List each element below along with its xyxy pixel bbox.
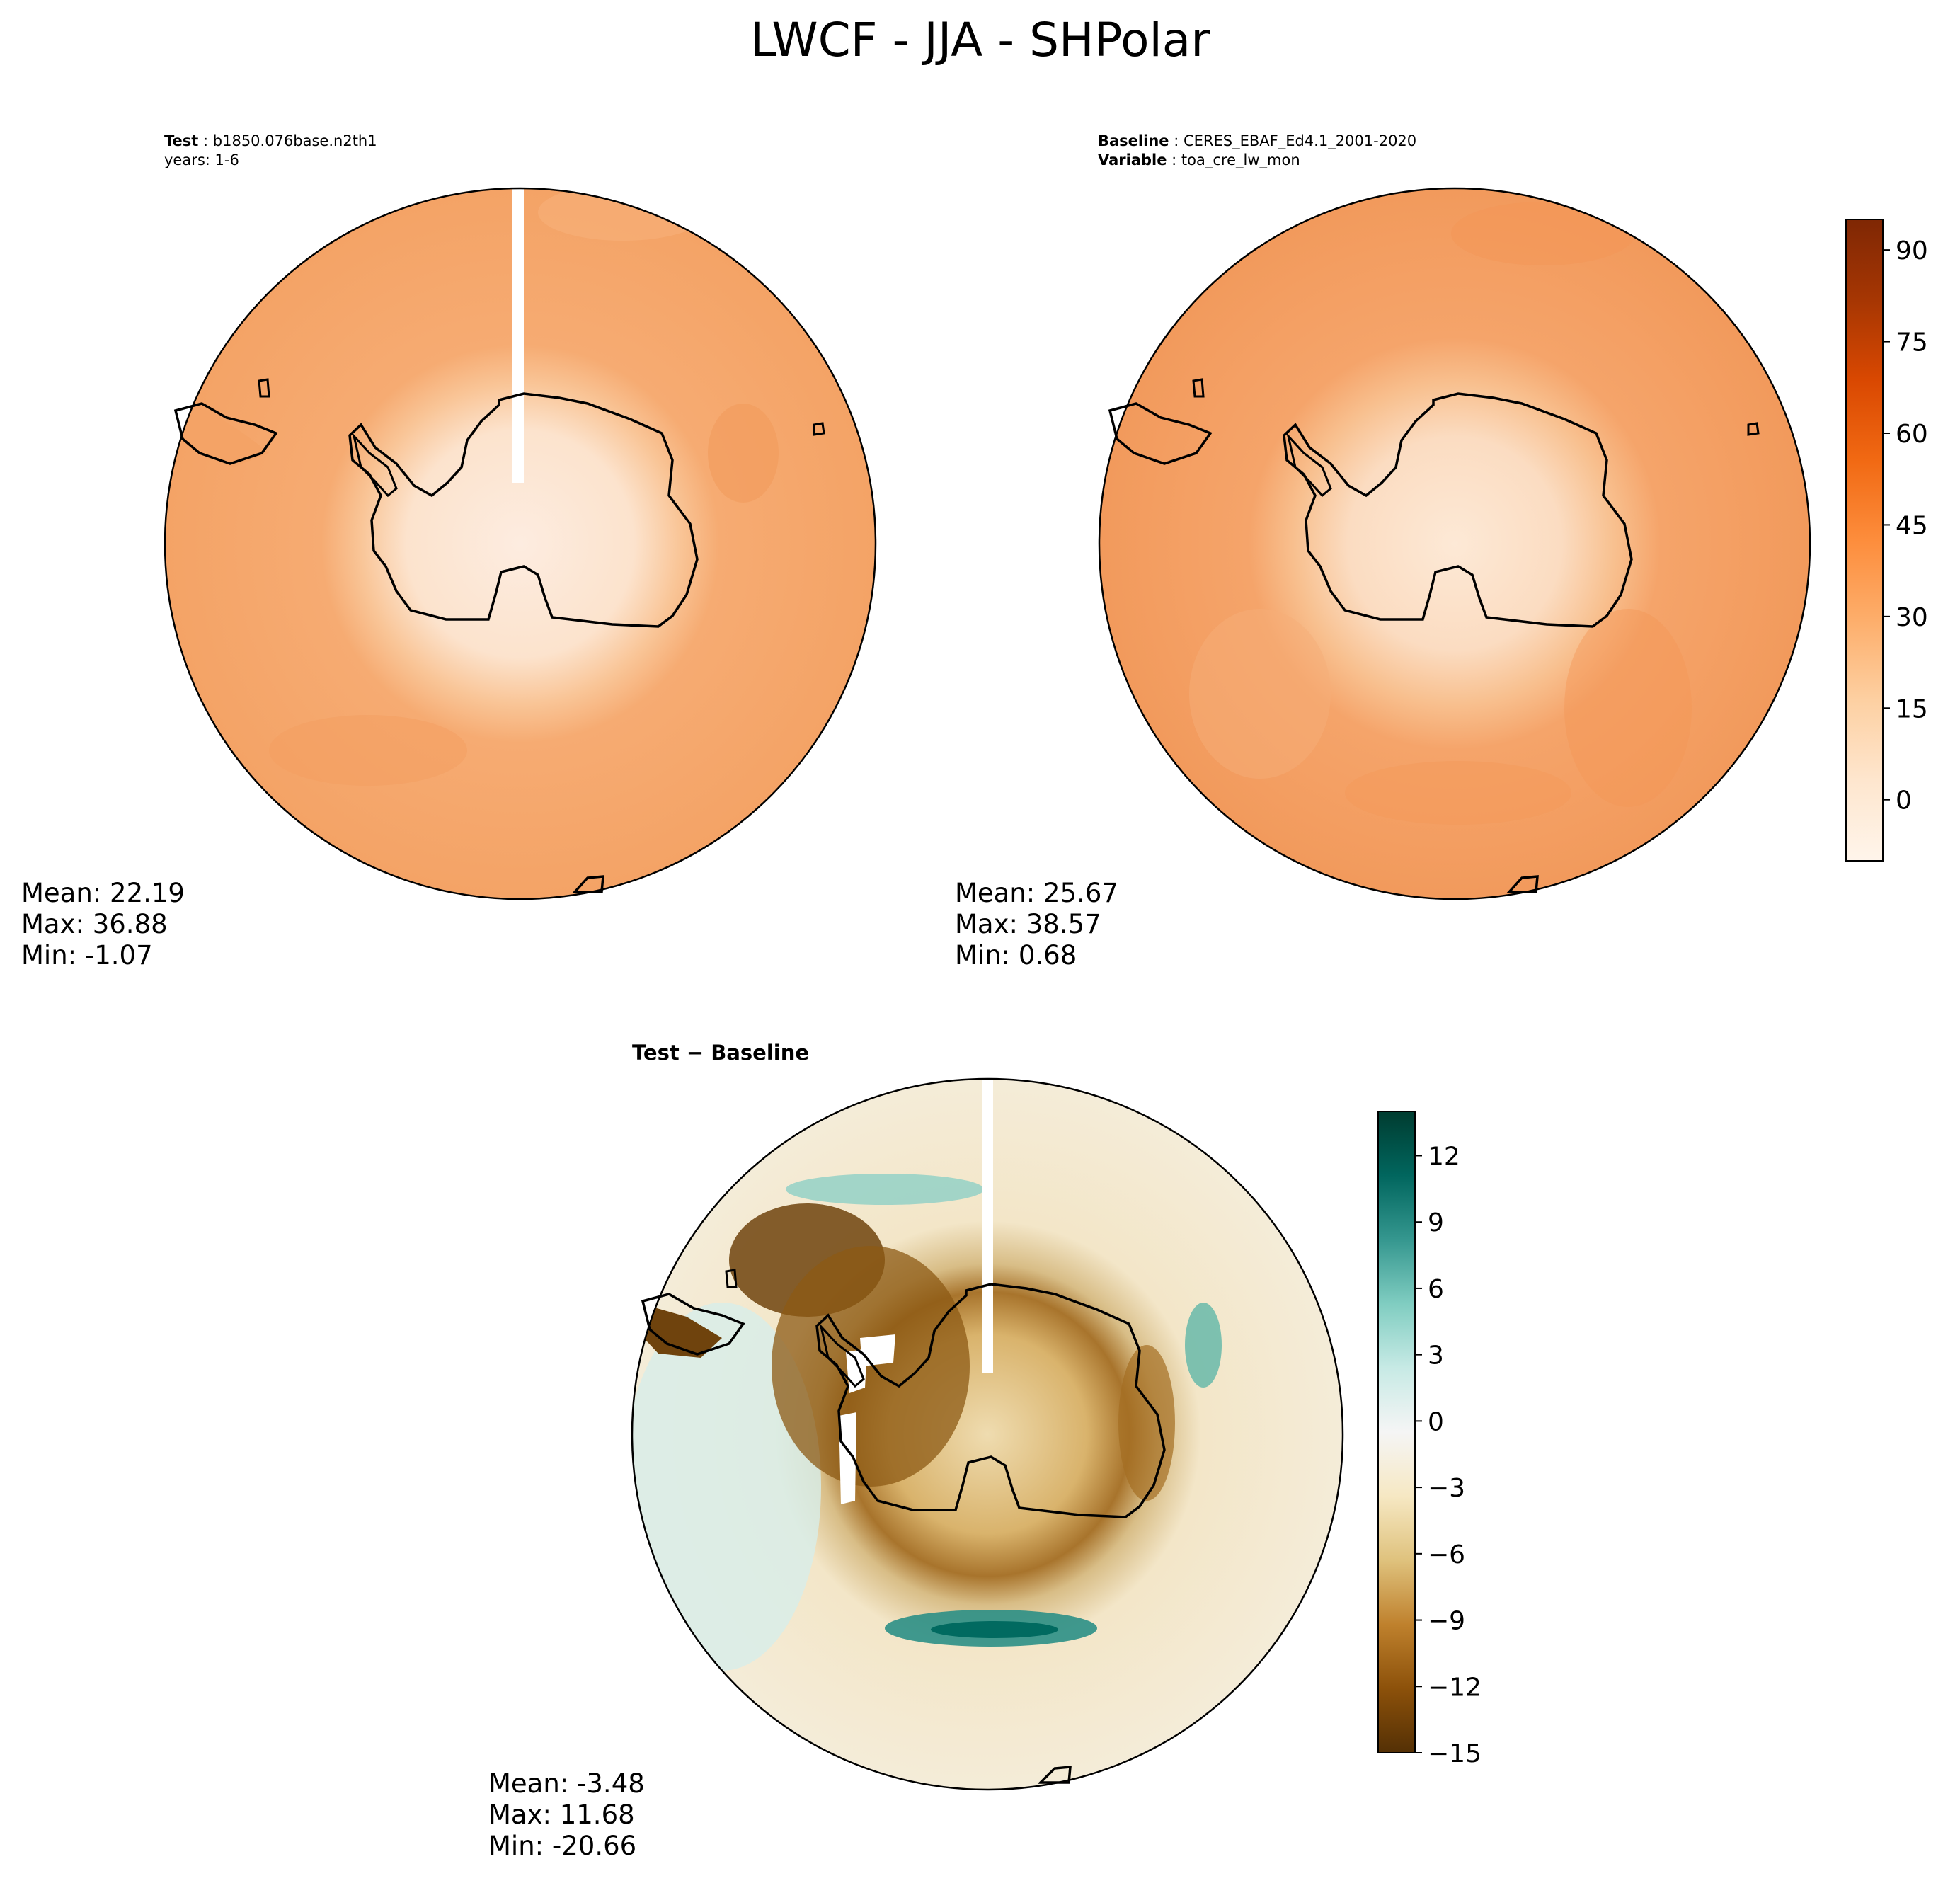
abs-colorbar-bar <box>1845 219 1884 862</box>
diff-colorbar-tick-label: 9 <box>1428 1208 1444 1237</box>
abs-colorbar-tick-label: 75 <box>1896 328 1928 357</box>
diff-colorbar-tick-label: −3 <box>1428 1474 1465 1503</box>
test-header-years: years: 1-6 <box>164 151 239 168</box>
diff-colorbar-tick-label: 0 <box>1428 1407 1444 1436</box>
diff-stats-mean: Mean: -3.48 <box>488 1768 645 1799</box>
abs-colorbar-tick-label: 90 <box>1896 236 1928 265</box>
test-map-peninsula <box>352 432 398 498</box>
abs-colorbar-tick-label: 0 <box>1896 786 1912 816</box>
test-map <box>164 187 877 900</box>
baseline-header-variable-label: Variable <box>1098 151 1167 168</box>
diff-map-south-america <box>641 1293 745 1356</box>
diff-title: Test − Baseline <box>632 1041 810 1065</box>
baseline-header-value: CERES_EBAF_Ed4.1_2001-2020 <box>1183 132 1417 149</box>
diff-map <box>631 1077 1344 1791</box>
baseline-header-label: Baseline <box>1098 132 1169 149</box>
diff-stats: Mean: -3.48 Max: 11.68 Min: -20.66 <box>488 1768 645 1862</box>
test-map-coastline <box>348 392 699 628</box>
test-map-island-2 <box>813 422 825 436</box>
abs-colorbar-tick-label: 45 <box>1896 511 1928 540</box>
diff-stats-max: Max: 11.68 <box>488 1800 635 1830</box>
baseline-header: Baseline : CERES_EBAF_Ed4.1_2001-2020 Va… <box>1098 132 1417 168</box>
diff-stats-min: Min: -20.66 <box>488 1831 637 1861</box>
baseline-map-border <box>1098 187 1811 900</box>
baseline-map-coastline <box>1283 392 1633 628</box>
baseline-map-island-2 <box>1747 422 1760 436</box>
test-stats-max: Max: 36.88 <box>21 909 168 939</box>
diff-map-peninsula <box>819 1322 865 1388</box>
diff-colorbar: −15 −12 −9 −6 −3 0 3 6 9 12 <box>1377 1111 1482 1768</box>
diff-colorbar-bar <box>1377 1111 1416 1753</box>
test-map-island <box>258 378 270 398</box>
baseline-map <box>1098 187 1811 900</box>
abs-colorbar-tick-label: 30 <box>1896 603 1928 632</box>
diff-colorbar-tick-label: 12 <box>1428 1142 1460 1171</box>
diff-map-missing-band <box>982 1079 993 1373</box>
abs-colorbar: 0 15 30 45 60 75 90 <box>1845 219 1928 862</box>
baseline-map-peninsula <box>1286 432 1332 498</box>
abs-colorbar-tick-label: 60 <box>1896 420 1928 449</box>
diff-map-border <box>631 1077 1344 1791</box>
diff-colorbar-tick-label: −15 <box>1428 1739 1482 1768</box>
diff-map-coastline <box>815 1283 1166 1518</box>
diff-colorbar-tick-label: 6 <box>1428 1275 1444 1304</box>
diff-map-island <box>725 1269 738 1288</box>
test-header-value: b1850.076base.n2th1 <box>212 132 377 149</box>
test-map-missing-band <box>512 188 524 483</box>
baseline-header-variable-value: toa_cre_lw_mon <box>1181 151 1300 168</box>
baseline-stats-min: Min: 0.68 <box>955 940 1077 971</box>
baseline-stats-max: Max: 38.57 <box>955 909 1101 939</box>
baseline-map-south-america <box>1108 402 1213 465</box>
baseline-stats: Mean: 25.67 Max: 38.57 Min: 0.68 <box>955 878 1118 971</box>
diff-map-features <box>632 1079 1222 1671</box>
diff-colorbar-tick-label: 3 <box>1428 1341 1444 1371</box>
test-header: Test : b1850.076base.n2th1 years: 1-6 <box>164 132 377 168</box>
test-map-border <box>164 187 877 900</box>
test-stats-mean: Mean: 22.19 <box>21 878 185 908</box>
baseline-map-island <box>1192 378 1205 398</box>
test-header-label: Test <box>164 132 199 149</box>
diff-colorbar-tick-label: −9 <box>1428 1607 1465 1636</box>
diff-colorbar-tick-label: −12 <box>1428 1673 1482 1702</box>
test-map-south-america <box>173 402 278 465</box>
diff-colorbar-tick-label: −6 <box>1428 1540 1465 1569</box>
test-stats-min: Min: -1.07 <box>21 940 153 971</box>
test-stats: Mean: 22.19 Max: 36.88 Min: -1.07 <box>21 878 185 971</box>
figure-title: LWCF - JJA - SHPolar <box>750 13 1210 67</box>
baseline-map-features <box>1189 202 1692 825</box>
abs-colorbar-tick-label: 15 <box>1896 694 1928 723</box>
baseline-stats-mean: Mean: 25.67 <box>955 878 1118 908</box>
